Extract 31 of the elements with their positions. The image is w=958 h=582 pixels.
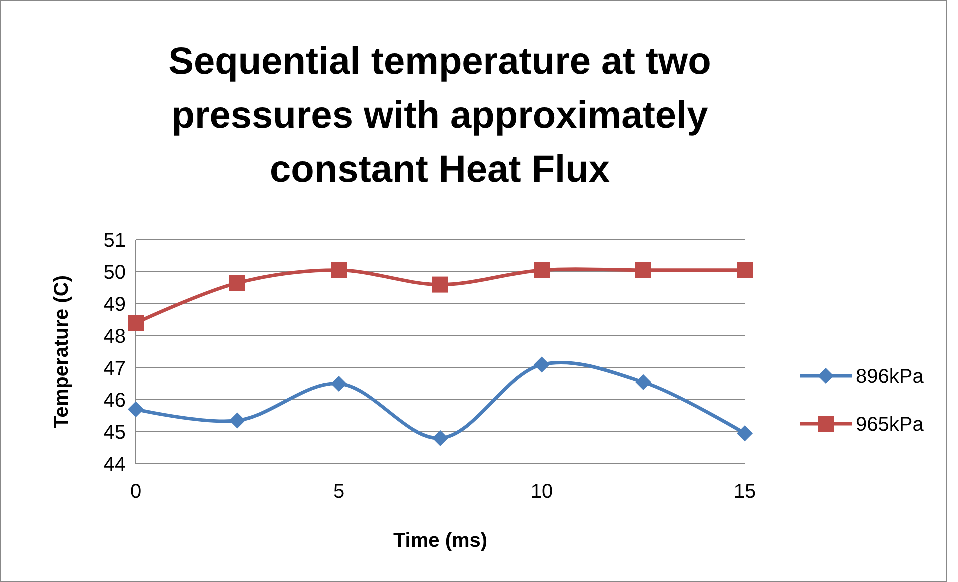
legend-label: 965kPa [856, 414, 925, 436]
point [128, 315, 144, 332]
point [737, 426, 753, 442]
point [331, 376, 347, 392]
x-axis-title: Time (ms) [393, 530, 488, 552]
point [534, 262, 550, 278]
y-tick-label: 50 [104, 262, 126, 284]
y-tick-label: 48 [104, 326, 126, 348]
y-tick-label: 44 [104, 454, 126, 476]
y-tick-label: 49 [104, 294, 126, 316]
point [128, 402, 144, 418]
x-tick-label: 15 [734, 481, 756, 503]
y-tick-label: 51 [104, 230, 126, 252]
point [432, 276, 448, 293]
x-tick-label: 10 [530, 481, 554, 503]
point [636, 262, 652, 278]
chart-title: Sequential temperature at two pressures with approximately constant Heat Flux [168, 41, 712, 191]
y-tick-label: 46 [104, 390, 126, 412]
point [230, 275, 246, 292]
point [636, 374, 652, 390]
point [534, 356, 550, 373]
point [737, 262, 753, 278]
point [230, 412, 246, 429]
y-tick-label: 47 [104, 358, 126, 380]
x-tick-label: 0 [130, 481, 142, 503]
point [432, 430, 448, 446]
point [331, 262, 347, 278]
x-tick-label: 5 [333, 481, 345, 503]
y-tick-label: 45 [104, 422, 126, 444]
y-axis-title: Temperature (C) [51, 276, 73, 428]
legend-label: 896kPa [856, 366, 925, 388]
